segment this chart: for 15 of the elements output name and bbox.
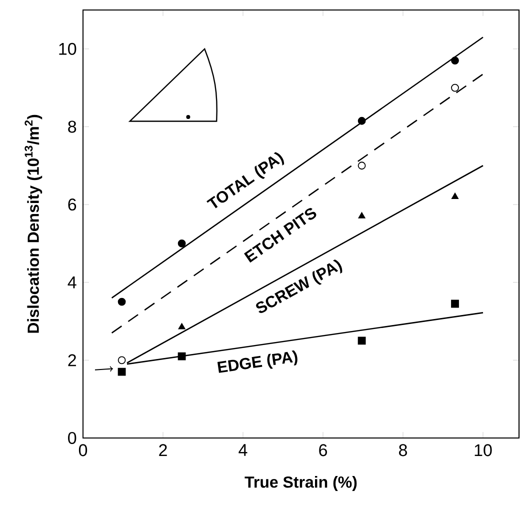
y-tick-label: 10 [59,42,76,55]
x-axis-title: True Strain (%) [244,476,357,491]
x-tick-label: 8 [399,444,407,456]
x-tick-label: 0 [78,444,88,456]
y-tick-label: 0 [68,432,76,444]
y-axis-title: Dislocation Density (10$^{13}$/m$^{2}$) [24,114,42,333]
x-tick-label: 4 [238,444,248,456]
y-tick-label: 8 [68,120,76,133]
x-tick-label: 10 [474,444,492,456]
y-tick-label: 4 [68,276,76,288]
y-tick-label: 2 [68,354,76,366]
text: EDGE (PA) [217,350,298,373]
x-tick-label: 6 [319,444,327,456]
x-tick-label: 2 [159,444,167,456]
y-tick-label: 6 [68,198,76,211]
